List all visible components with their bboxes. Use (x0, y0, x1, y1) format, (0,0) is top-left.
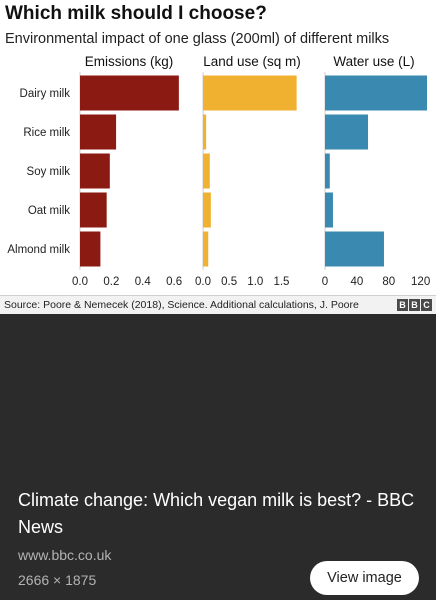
source-bar: Source: Poore & Nemecek (2018), Science.… (0, 295, 436, 314)
tick-label: 120 (411, 276, 430, 288)
category-label: Soy milk (27, 166, 71, 178)
bar (80, 75, 179, 111)
bar (203, 114, 207, 150)
bar (203, 231, 209, 267)
infographic-title: Which milk should I choose? (5, 3, 267, 24)
infographic-image[interactable]: Which milk should I choose? Environmenta… (0, 0, 436, 314)
view-image-button[interactable]: View image (310, 561, 419, 595)
bar (203, 192, 211, 228)
panel-title: Land use (sq m) (203, 54, 301, 69)
tick-label: 0 (322, 276, 328, 288)
source-note: Source: Poore & Nemecek (2018), Science.… (4, 299, 359, 311)
tick-label: 0.5 (221, 276, 237, 288)
bar (80, 114, 117, 150)
infographic-subtitle: Environmental impact of one glass (200ml… (5, 31, 390, 47)
bbc-logo-letter: B (397, 299, 408, 311)
tick-label: 0.6 (166, 276, 182, 288)
image-dimensions: 2666 × 1875 (18, 572, 97, 588)
tick-label: 40 (350, 276, 363, 288)
tick-label: 0.0 (72, 276, 88, 288)
bar (80, 153, 110, 189)
bar (325, 75, 427, 111)
bar (80, 231, 101, 267)
bar (203, 75, 297, 111)
result-title-link[interactable]: Climate change: Which vegan milk is best… (18, 490, 415, 537)
tick-label: 1.5 (273, 276, 289, 288)
panel-title: Emissions (kg) (85, 54, 174, 69)
bbc-logo-letter: B (409, 299, 420, 311)
tick-label: 0.4 (135, 276, 152, 288)
category-label: Oat milk (28, 205, 70, 217)
bbc-logo-letter: C (421, 299, 432, 311)
bar (325, 192, 333, 228)
bar (80, 192, 107, 228)
result-domain: www.bbc.co.uk (18, 547, 112, 563)
bar (203, 153, 210, 189)
category-label: Almond milk (7, 244, 70, 256)
bar (325, 153, 330, 189)
tick-label: 0.0 (195, 276, 211, 288)
category-label: Dairy milk (20, 88, 71, 100)
milk-impact-chart: Dairy milk Rice milk Soy milk Oat milk Almon… (7, 54, 430, 288)
tick-label: 1.0 (247, 276, 263, 288)
tick-label: 0.2 (103, 276, 119, 288)
panel-title: Water use (L) (333, 54, 414, 69)
category-label: Rice milk (23, 127, 70, 139)
tick-label: 80 (382, 276, 395, 288)
bar (325, 114, 369, 150)
bar (325, 231, 384, 267)
bbc-logo: B B C (397, 299, 432, 311)
